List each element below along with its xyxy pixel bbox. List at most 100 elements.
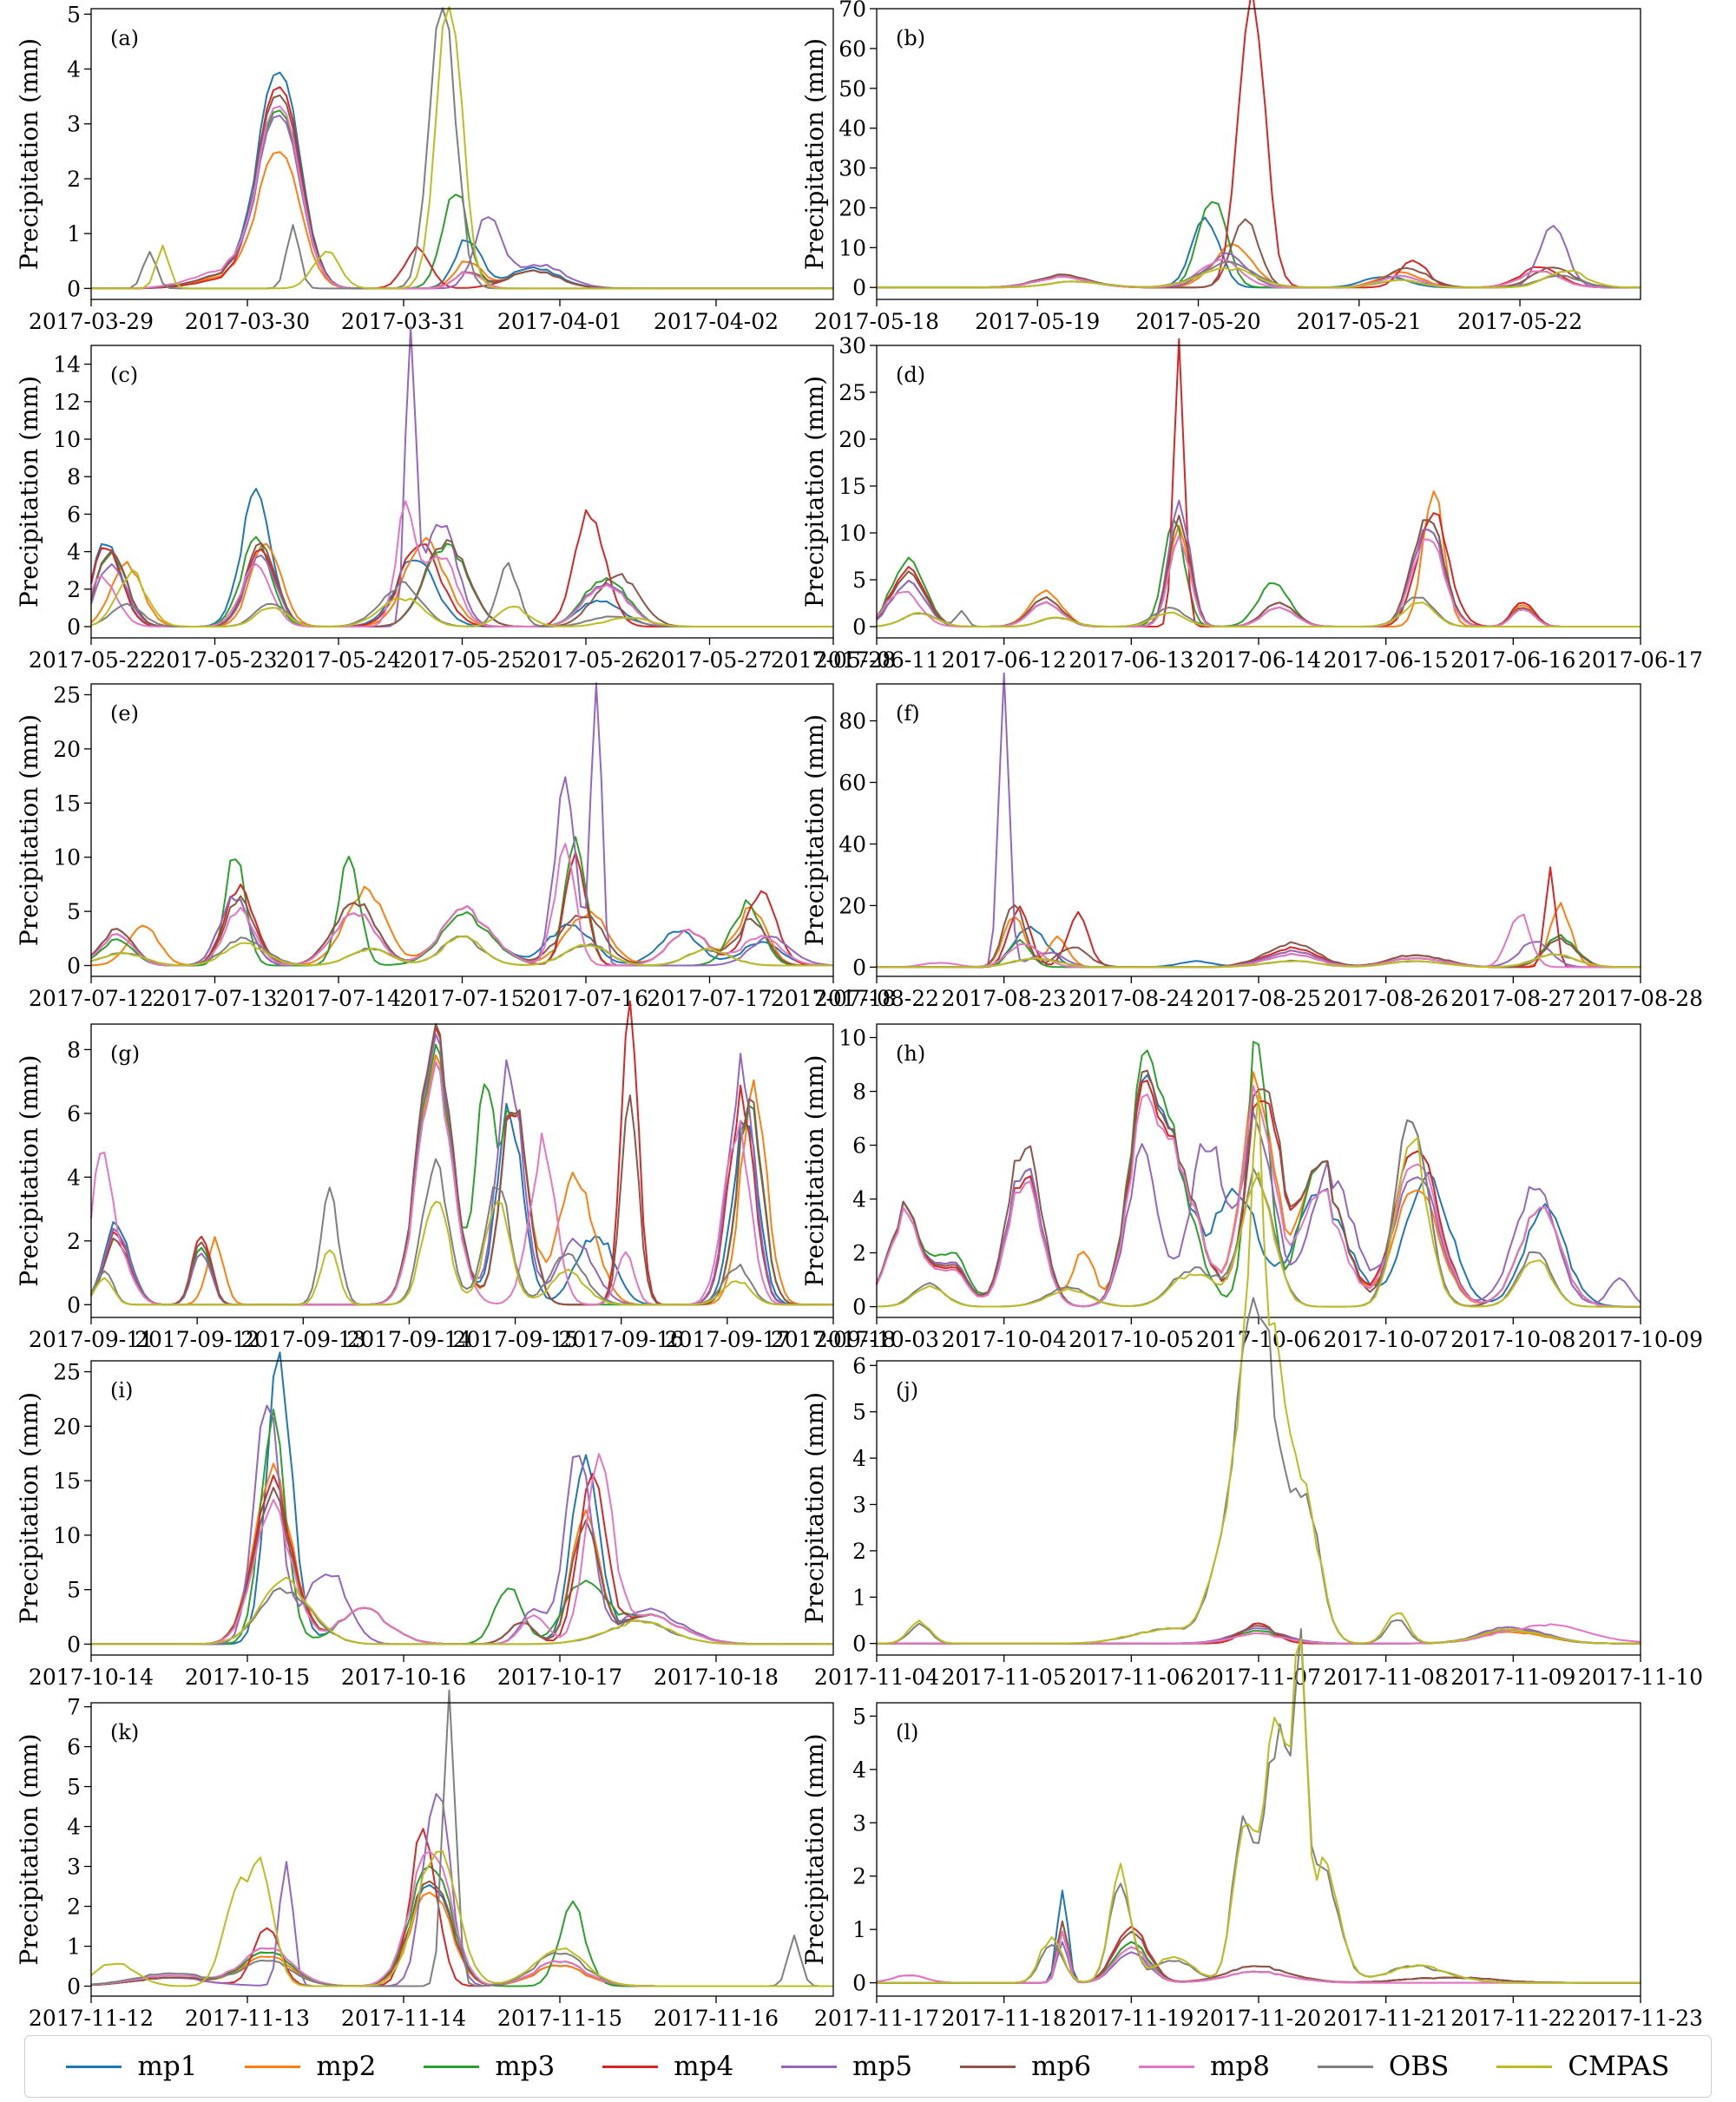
x-tick-label: 2017-08-27 — [1450, 986, 1575, 1011]
x-tick-label: 2017-10-17 — [497, 1665, 622, 1690]
panel-c: 024681012142017-05-222017-05-232017-05-2… — [15, 326, 896, 673]
x-tick-label: 2017-11-15 — [497, 2006, 622, 2031]
y-tick-label: 10 — [53, 427, 81, 452]
series-line-mp5 — [90, 326, 833, 627]
y-axis-label: Precipitation (mm) — [15, 1392, 43, 1624]
panel-label: (b) — [896, 26, 925, 50]
series-line-mp4 — [91, 1473, 833, 1645]
series-line-mp4 — [876, 338, 1641, 627]
y-tick-label: 5 — [67, 1578, 81, 1603]
y-tick-label: 20 — [838, 893, 866, 918]
y-axis-label: Precipitation (mm) — [800, 1733, 829, 1965]
panel-a: 0 1 2 3 4 5 2017-03-29 2017-03-30 2017-03-31 2017… — [15, 2, 834, 334]
x-tick-label: 2017-08-25 — [1196, 986, 1321, 1011]
x-tick-label: 2017-11-06 — [1069, 1665, 1194, 1690]
axes-frame — [90, 8, 834, 300]
y-tick-label: 12 — [53, 390, 81, 415]
y-tick-label: 10 — [53, 845, 81, 870]
y-tick-label: 0 — [67, 1292, 81, 1317]
y-tick-label: 2 — [67, 1229, 81, 1254]
y-tick-label: 15 — [53, 791, 81, 816]
panel-label: (c) — [110, 363, 138, 387]
x-tick-label: 2017-07-15 — [399, 986, 524, 1011]
axes-frame — [90, 683, 834, 977]
y-axis-label: Precipitation (mm) — [15, 714, 43, 946]
x-tick-label: 2017-10-07 — [1324, 1327, 1449, 1352]
x-tick-label: 2017-07-18 — [771, 986, 896, 1011]
panel-label: (k) — [110, 1720, 139, 1744]
x-tick-label: 2017-05-20 — [1135, 309, 1260, 334]
series-line-mp4 — [877, 1925, 1641, 1984]
series-line-mp8 — [877, 913, 1641, 969]
series-line-CMPAS — [90, 1200, 833, 1306]
x-tick-label: 2017-11-17 — [814, 2006, 939, 2031]
axes-frame — [876, 1702, 1641, 1997]
series-group — [876, 1041, 1641, 1308]
legend-label: mp6 — [1031, 2051, 1092, 2082]
panel-i: 0 5 10 15 20 25 2017-10-14 2017-10-15 2017-10-16… — [15, 1351, 834, 1690]
series-line-mp5 — [876, 1941, 1641, 1984]
legend-label: mp4 — [674, 2051, 734, 2082]
axes-frame — [876, 1360, 1641, 1656]
series-line-mp8 — [90, 1850, 833, 1987]
y-tick-label: 5 — [67, 899, 81, 924]
axes-frame — [876, 345, 1641, 639]
y-tick-label: 4 — [852, 1446, 866, 1471]
y-tick-label: 60 — [838, 771, 866, 796]
x-tick-label: 2017-11-04 — [814, 1665, 939, 1690]
y-tick-label: 30 — [838, 333, 866, 358]
y-tick-label: 0 — [67, 954, 81, 979]
y-tick-label: 5 — [852, 1400, 866, 1425]
y-tick-label: 2 — [852, 1241, 866, 1266]
x-tick-label: 2017-04-02 — [654, 309, 779, 334]
y-tick-label: 15 — [838, 474, 866, 499]
series-line-CMPAS — [877, 1090, 1641, 1645]
x-tick-label: 2017-11-18 — [942, 2006, 1067, 2031]
series-group — [90, 682, 834, 967]
y-axis-label: Precipitation (mm) — [15, 376, 43, 608]
series-line-mp4 — [90, 1000, 833, 1306]
series-group — [877, 672, 1641, 969]
y-tick-label: 2 — [67, 167, 81, 192]
series-line-mp5 — [90, 682, 834, 967]
y-tick-label: 0 — [67, 1632, 81, 1657]
series-line-OBS — [876, 1119, 1641, 1308]
panel-label: (l) — [896, 1720, 918, 1744]
panel-label: (a) — [110, 26, 139, 50]
x-tick-label: 2017-05-24 — [276, 647, 401, 673]
y-tick-label: 8 — [67, 1037, 81, 1062]
x-tick-label: 2017-08-23 — [942, 986, 1067, 1011]
series-line-mp6 — [877, 903, 1641, 969]
series-line-CMPAS — [877, 953, 1641, 969]
y-tick-label: 15 — [53, 1468, 81, 1494]
legend-item-mp4: mp4 — [602, 2051, 733, 2082]
series-line-CMPAS — [90, 568, 833, 627]
x-tick-label: 2017-10-03 — [814, 1327, 939, 1352]
y-tick-label: 0 — [852, 1632, 866, 1657]
series-line-mp1 — [90, 1061, 833, 1306]
y-tick-label: 2 — [67, 1895, 81, 1920]
panel-g: 024682017-09-112017-09-122017-09-132017-… — [15, 1000, 896, 1352]
y-tick-label: 70 — [838, 0, 866, 22]
y-tick-label: 25 — [53, 682, 81, 707]
series-line-mp2 — [91, 151, 833, 290]
legend-swatch — [960, 2065, 1016, 2068]
series-line-CMPAS — [876, 1136, 1641, 1308]
x-tick-label: 2017-11-13 — [185, 2006, 310, 2031]
y-tick-label: 3 — [67, 112, 81, 137]
y-tick-label: 5 — [852, 568, 866, 593]
x-tick-label: 2017-08-28 — [1578, 986, 1703, 1011]
y-tick-label: 0 — [852, 1971, 866, 1996]
panel-label: (j) — [896, 1378, 918, 1402]
y-axis-label: Precipitation (mm) — [15, 1733, 43, 1965]
series-line-mp5 — [877, 672, 1641, 969]
legend-swatch — [66, 2065, 122, 2068]
y-tick-label: 10 — [838, 1026, 866, 1051]
series-line-mp1 — [876, 529, 1641, 627]
legend-label: OBS — [1388, 2051, 1450, 2082]
y-tick-label: 60 — [838, 36, 866, 62]
y-tick-label: 0 — [67, 276, 81, 301]
series-line-mp8 — [877, 258, 1641, 289]
